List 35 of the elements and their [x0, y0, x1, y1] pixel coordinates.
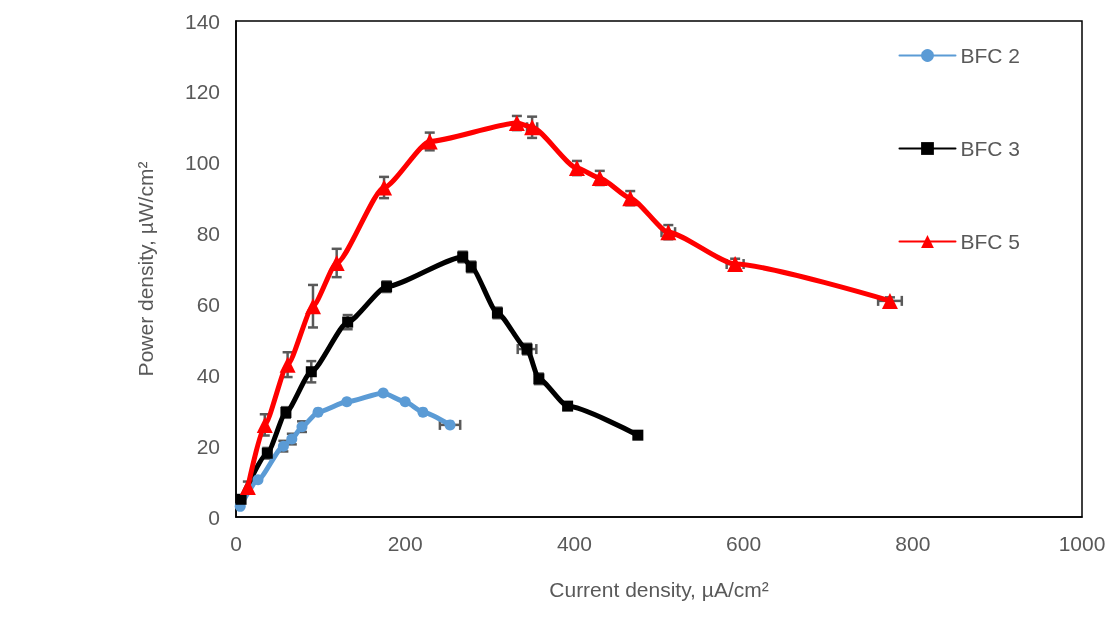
- point: [312, 406, 324, 418]
- point: [256, 416, 273, 433]
- y-tick-label: 60: [196, 292, 220, 316]
- y-tick-label: 0: [208, 505, 220, 529]
- x-axis-title: Current density, µA/cm²: [549, 578, 769, 601]
- x-tick-label: 1000: [1058, 532, 1106, 555]
- y-tick-label: 140: [184, 9, 220, 33]
- legend-label: BFC 2: [960, 44, 1020, 67]
- point: [279, 356, 296, 373]
- x-tick-label: 0: [230, 532, 242, 555]
- y-axis-title: Power density, µW/cm²: [134, 161, 157, 377]
- y-tick-label: 40: [196, 363, 220, 387]
- point: [417, 406, 429, 418]
- x-tick-label: 200: [387, 532, 423, 555]
- point: [304, 298, 321, 315]
- point: [881, 292, 898, 309]
- y-tick-label: 120: [184, 80, 220, 104]
- x-tick-label: 400: [556, 532, 592, 555]
- point: [399, 396, 411, 408]
- point: [444, 419, 456, 431]
- point: [305, 366, 317, 378]
- point: [252, 474, 264, 486]
- y-tick-label: 80: [196, 222, 220, 246]
- x-tick-label: 600: [726, 532, 762, 555]
- point: [562, 400, 574, 412]
- legend-label: BFC 5: [960, 230, 1020, 253]
- x-tick-label: 800: [895, 532, 931, 555]
- y-tick-label: 20: [196, 434, 220, 458]
- point: [632, 429, 644, 441]
- point: [235, 493, 247, 505]
- legend-label: BFC 3: [960, 137, 1020, 160]
- point: [377, 387, 389, 399]
- point: [328, 254, 345, 271]
- y-tick-label: 100: [184, 151, 220, 175]
- point: [341, 396, 353, 408]
